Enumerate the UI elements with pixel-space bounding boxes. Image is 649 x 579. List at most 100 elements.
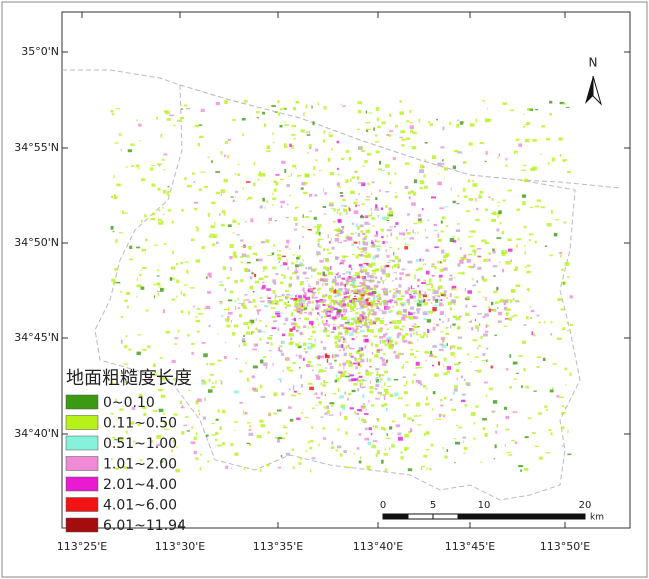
patch: [275, 272, 279, 276]
patch: [366, 329, 371, 333]
patch: [203, 381, 207, 385]
patch: [353, 289, 358, 294]
patch: [316, 251, 321, 255]
patch: [388, 247, 392, 249]
patch: [279, 124, 283, 128]
patch: [262, 197, 265, 202]
patch: [339, 289, 343, 293]
patch: [336, 276, 339, 279]
patch: [346, 276, 348, 280]
patch: [376, 254, 380, 258]
patch: [363, 293, 365, 297]
patch: [344, 304, 349, 307]
patch: [354, 292, 358, 295]
patch: [410, 306, 414, 310]
patch: [412, 373, 417, 376]
patch: [397, 260, 399, 265]
patch: [355, 223, 358, 228]
patch: [393, 265, 395, 267]
patch: [313, 296, 318, 299]
patch: [518, 355, 523, 357]
patch: [561, 268, 564, 272]
patch: [272, 266, 277, 270]
patch: [360, 418, 364, 422]
patch: [129, 397, 131, 401]
patch: [310, 335, 314, 337]
patch: [272, 279, 276, 284]
patch: [383, 333, 386, 338]
patch: [397, 352, 401, 356]
patch: [325, 283, 329, 286]
patch: [473, 263, 476, 268]
patch: [367, 441, 371, 446]
patch: [484, 381, 488, 384]
patch: [407, 287, 410, 291]
patch: [425, 236, 429, 239]
patch: [381, 310, 387, 315]
patch: [440, 299, 443, 301]
patch: [129, 258, 134, 261]
patch: [532, 139, 537, 142]
patch: [361, 378, 365, 382]
patch: [510, 259, 512, 263]
patch: [455, 368, 460, 372]
patch: [343, 370, 347, 374]
patch: [441, 249, 445, 254]
patch: [417, 366, 423, 369]
patch: [352, 302, 356, 304]
patch: [460, 375, 463, 379]
patch: [385, 249, 387, 252]
patch: [381, 426, 385, 430]
patch: [255, 252, 257, 256]
patch: [267, 255, 273, 257]
patch: [309, 210, 312, 212]
patch: [343, 239, 348, 242]
patch: [339, 411, 342, 416]
patch: [176, 279, 180, 284]
patch: [374, 354, 379, 358]
patch: [389, 113, 392, 117]
patch: [262, 281, 265, 284]
patch: [294, 305, 299, 308]
patch: [191, 342, 195, 345]
patch: [248, 428, 252, 431]
patch: [411, 202, 416, 206]
patch: [377, 297, 381, 301]
patch: [347, 295, 350, 300]
patch: [338, 288, 343, 291]
patch: [249, 301, 251, 303]
patch: [399, 302, 404, 305]
patch: [319, 260, 324, 263]
patch: [383, 396, 386, 400]
patch: [272, 290, 276, 294]
patch: [237, 297, 239, 301]
patch: [394, 392, 399, 397]
patch: [344, 284, 346, 288]
patch: [286, 259, 288, 263]
patch: [343, 366, 345, 370]
patch: [328, 414, 334, 416]
patch: [115, 467, 119, 470]
patch: [193, 181, 196, 183]
patch: [443, 396, 447, 400]
patch: [339, 363, 342, 367]
patch: [390, 339, 393, 344]
patch: [566, 330, 570, 332]
patch: [301, 182, 306, 186]
patch: [163, 428, 169, 431]
patch: [341, 314, 344, 318]
patch: [296, 417, 301, 420]
patch: [470, 245, 475, 248]
patch: [311, 369, 314, 371]
patch: [469, 123, 475, 127]
patch: [410, 129, 414, 133]
patch: [328, 299, 332, 301]
patch: [372, 320, 376, 325]
patch: [141, 248, 146, 252]
patch: [364, 291, 368, 293]
patch: [521, 385, 523, 388]
patch: [411, 288, 415, 290]
patch: [323, 130, 326, 134]
patch: [217, 444, 223, 447]
patch: [282, 333, 286, 337]
